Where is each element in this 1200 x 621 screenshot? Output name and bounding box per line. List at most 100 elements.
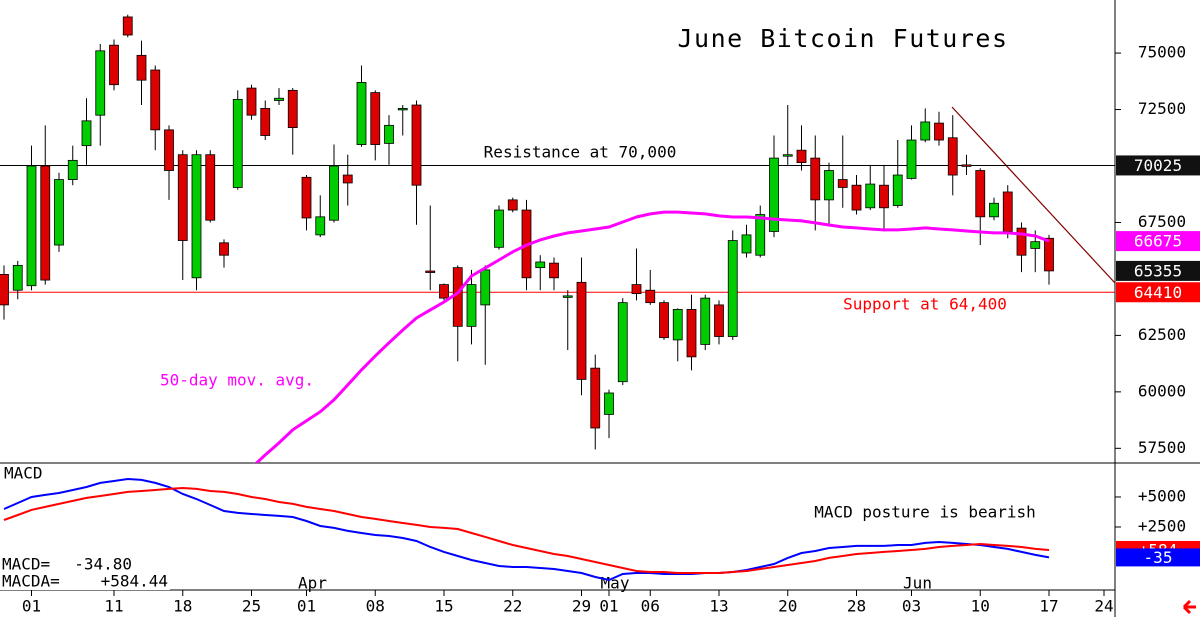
candle-body (755, 214, 766, 256)
candle-body (617, 302, 628, 383)
trend-line (951, 106, 1116, 284)
candle-body (95, 50, 106, 116)
x-tick-label: 10 (971, 597, 990, 616)
candle-body (397, 108, 408, 111)
y-tick-label: 72500 (1138, 99, 1186, 118)
candle-body (150, 69, 161, 131)
candle-body (232, 98, 243, 188)
y-tick-label: 60000 (1138, 381, 1186, 400)
candle-body (452, 267, 463, 327)
legend-value: +584.44 (101, 572, 168, 591)
candle-body (549, 262, 559, 279)
x-tick-label: 29 (572, 597, 591, 616)
candle-body (384, 124, 394, 144)
candle-body (411, 104, 422, 186)
candle-body (356, 82, 367, 145)
candle-body (645, 289, 656, 304)
candle-body (1030, 241, 1041, 249)
candle-body (1016, 227, 1027, 256)
candle-body (67, 159, 78, 180)
month-label: Jun (903, 574, 932, 593)
month-label: May (601, 574, 630, 593)
candle-body (659, 302, 669, 339)
macd-line (3, 477, 1050, 582)
candle-body (590, 367, 601, 429)
candle-body (260, 108, 271, 136)
x-tick-label: 06 (641, 597, 660, 616)
x-tick-label: 11 (104, 597, 123, 616)
candle-body (136, 54, 147, 81)
candle-body (686, 309, 697, 358)
plot-content: 57500 60000 62500 67500 72500 75000 01 11 18 25 01… (0, 14, 1200, 616)
candle-body (219, 242, 229, 256)
x-tick-label: 13 (709, 597, 728, 616)
candle-body (1044, 237, 1054, 272)
x-tick-label: 18 (173, 597, 192, 616)
candle-body (700, 297, 711, 345)
candle-body (466, 284, 477, 327)
x-tick-label: 20 (778, 597, 797, 616)
candle-body (810, 157, 821, 201)
candle-body (975, 170, 986, 218)
chart-title: June Bitcoin Futures (677, 24, 1008, 53)
candle-body (0, 274, 9, 306)
candle-body (246, 87, 257, 116)
candle-body (837, 179, 848, 188)
candle-body (301, 176, 312, 219)
value-tag (1116, 231, 1200, 252)
macd-title: MACD (4, 464, 43, 483)
x-tick-label: 15 (434, 597, 453, 616)
candle-body (769, 157, 779, 232)
candle-body (370, 92, 381, 145)
x-tick-label: 01 (599, 597, 618, 616)
candle-body (920, 121, 931, 141)
x-tick-label: 28 (847, 597, 866, 616)
candle-body (576, 281, 587, 380)
candle-body (934, 122, 944, 141)
ma-label: 50-day mov. avg. (160, 371, 314, 390)
value-tag-label: 70025 (1134, 156, 1182, 175)
scroll-arrow[interactable] (1182, 599, 1196, 615)
y-tick-label: 57500 (1138, 438, 1186, 457)
value-tag-label: 65355 (1134, 261, 1182, 280)
candle-body (425, 270, 436, 273)
candle-body (727, 240, 738, 337)
candle-body (329, 165, 339, 221)
candle-body (604, 392, 614, 415)
x-tick-label: 22 (503, 597, 522, 616)
candle-body (439, 284, 449, 299)
candle-body (40, 165, 51, 281)
candle-body (191, 154, 202, 279)
candle-body (315, 216, 326, 236)
candle-body (947, 137, 958, 176)
candle-body (122, 16, 133, 36)
resistance-label: Resistance at 70,000 (484, 143, 677, 162)
macd-line (3, 486, 1050, 574)
candle-body (480, 269, 491, 306)
x-tick-label: 01 (22, 597, 41, 616)
candle-body (824, 170, 834, 201)
candle-body (342, 174, 353, 184)
candle-body (507, 199, 518, 211)
legend-name: MACD= (2, 555, 50, 574)
candle-body (906, 139, 917, 179)
value-tag (1116, 548, 1200, 567)
candle-body (865, 183, 876, 209)
candle-body (714, 304, 724, 337)
candle-body (287, 89, 298, 129)
candle-body (961, 164, 972, 167)
candle-body (274, 97, 284, 101)
x-tick-label: 01 (297, 597, 316, 616)
support-label: Support at 64,400 (843, 295, 1007, 314)
candle-body (631, 284, 642, 295)
candle-body (562, 295, 573, 298)
y-tick-label: 75000 (1138, 43, 1186, 62)
candles (0, 14, 1054, 450)
candle-body (494, 209, 504, 248)
candle-body (164, 129, 174, 171)
candle-body (109, 44, 119, 86)
candle-body (741, 234, 752, 254)
legend-name: MACDA= (2, 572, 60, 591)
candle-body (12, 264, 23, 291)
